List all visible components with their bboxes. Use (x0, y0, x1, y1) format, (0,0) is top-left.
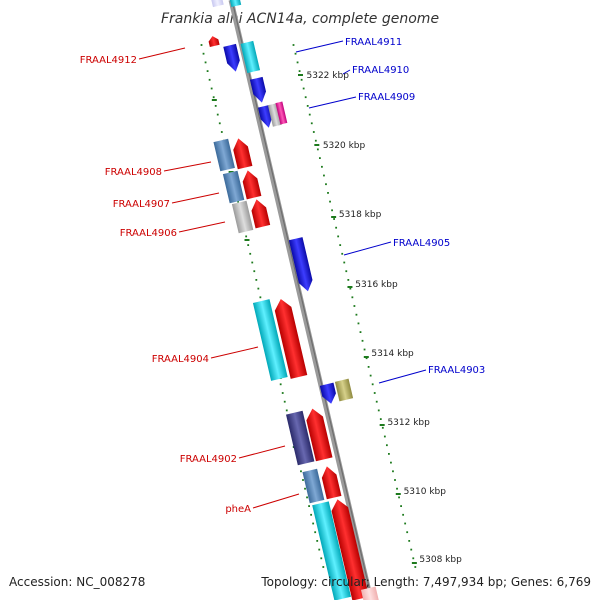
gene-label-leader (378, 369, 427, 384)
gene-label-leader (210, 346, 259, 359)
gene-feature (360, 586, 380, 600)
gene-feature (223, 43, 240, 72)
gene-feature (251, 199, 271, 229)
gene-feature (252, 299, 288, 381)
gene-feature (249, 76, 266, 103)
gene-feature (208, 36, 220, 48)
gene-feature (257, 104, 273, 128)
gene-feature (275, 101, 288, 125)
gene-label: FRAAL4907 (113, 199, 170, 210)
gene-label-leader (238, 445, 286, 459)
gene-label-leader (308, 96, 357, 109)
gene-feature (233, 138, 253, 170)
gene-label-leader (178, 221, 226, 233)
scale-labels: 5322 kbp 5320 kbp 5318 kbp 5316 kbp 5314 kbp… (307, 71, 463, 565)
gene-labels: FRAAL4911 FRAAL4910 FRAAL4909 FRAAL4905 FRAA… (80, 37, 486, 515)
scale-label: 5312 kbp (387, 418, 430, 428)
gene-label: FRAAL4903 (428, 365, 485, 376)
scale-label: 5314 kbp (371, 349, 414, 359)
gene-label: FRAAL4910 (352, 65, 409, 76)
map-title: Frankia alni ACN14a, complete genome (161, 11, 439, 27)
gene-label: FRAAL4912 (80, 55, 137, 66)
gene-feature (222, 170, 245, 204)
gene-label-leader (171, 192, 220, 204)
gene-feature (229, 0, 242, 8)
gene-feature (288, 237, 313, 292)
gene-feature (286, 410, 315, 466)
gene-feature (242, 170, 262, 200)
gene-feature (240, 40, 261, 74)
gene-feature (302, 468, 325, 504)
gene-feature (312, 501, 352, 600)
gene-features (208, 0, 380, 600)
gene-label: FRAAL4909 (358, 92, 415, 103)
scale-label: 5320 kbp (323, 141, 366, 151)
gene-feature (210, 0, 224, 8)
gene-feature (267, 103, 282, 127)
gene-label-leader (138, 47, 186, 60)
scale-label: 5308 kbp (419, 555, 462, 565)
gene-feature (274, 299, 308, 379)
gene-feature (231, 200, 254, 234)
scale-label: 5316 kbp (355, 280, 398, 290)
gene-feature (334, 378, 354, 402)
gene-label: FRAAL4905 (393, 238, 450, 249)
gene-label: FRAAL4904 (152, 354, 209, 365)
gene-label: pheA (225, 504, 251, 515)
gene-feature (306, 408, 333, 462)
accession-text: Accession: NC_008278 (9, 575, 145, 589)
gene-feature (319, 382, 336, 404)
scale-label: 5322 kbp (307, 71, 350, 81)
gene-label-leader (343, 241, 392, 256)
gene-label-leader (342, 69, 351, 75)
backbone-line (228, 0, 374, 600)
gene-feature (321, 466, 342, 500)
genome-summary-text: Topology: circular; Length: 7,497,934 bp… (260, 575, 591, 589)
gene-feature (331, 499, 369, 600)
gene-label: FRAAL4911 (345, 37, 402, 48)
gene-feature (213, 138, 235, 172)
gene-label-leader (163, 161, 212, 172)
scale-label: 5310 kbp (404, 487, 447, 497)
gene-label-leader (252, 493, 300, 509)
gene-label: FRAAL4908 (105, 167, 162, 178)
scale-label: 5318 kbp (339, 210, 382, 220)
gene-label: FRAAL4906 (120, 228, 177, 239)
gene-label: FRAAL4902 (180, 454, 237, 465)
gene-label-leader (295, 40, 344, 53)
